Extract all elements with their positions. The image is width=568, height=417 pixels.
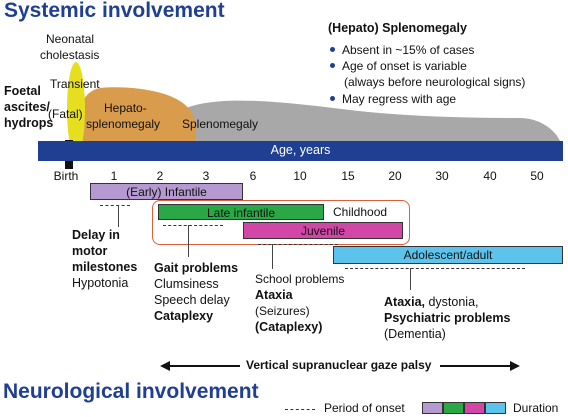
foetal-label-3: hydrops	[4, 116, 54, 130]
cholestasis-label: cholestasis	[40, 48, 100, 62]
neonatal-label: Neonatal	[46, 32, 95, 46]
legend-swatch-juvenile	[464, 402, 485, 414]
axis-tick: 2	[156, 169, 164, 183]
axis-tick: 30	[435, 169, 449, 183]
delay-label-3: milestones	[72, 260, 138, 274]
delay-label-1: Delay in	[72, 228, 120, 242]
dementia-label: (Dementia)	[384, 327, 446, 341]
gaze-palsy-label: Vertical supranuclear gaze palsy	[246, 358, 432, 372]
legend-duration-label: Duration	[513, 401, 559, 415]
gait-label: Gait problems	[154, 261, 239, 275]
splenomegaly-shape	[150, 100, 560, 141]
adolescent-onset-dash	[345, 268, 525, 269]
fatal-label: (Fatal)	[48, 107, 83, 121]
early-infantile-bar: (Early) Infantile	[90, 183, 243, 200]
splenomegaly-label: Splenomegaly	[182, 117, 259, 131]
clumsiness-label: Clumsiness	[154, 277, 219, 291]
ataxia-label: Ataxia	[255, 288, 293, 302]
axis-tick: 15	[341, 169, 355, 183]
juvenile-onset-dash	[258, 244, 338, 245]
cataplexy-label: Cataplexy	[154, 309, 214, 323]
juvenile-connector	[272, 244, 273, 269]
legend-swatch-late-infantile	[443, 402, 464, 414]
hepato-label-1: Hepato-	[104, 101, 147, 115]
childhood-label: Childhood	[333, 205, 388, 219]
delay-label-2: motor	[72, 244, 108, 258]
axis-tick: Birth	[53, 169, 79, 183]
hypotonia-label: Hypotonia	[72, 276, 129, 290]
seizures-label: (Seizures)	[255, 304, 310, 318]
legend-swatch-adolescent-adult	[485, 402, 506, 414]
foetal-label-1: Foetal	[4, 84, 41, 98]
age-axis-bar: Age, years	[38, 141, 563, 161]
bullet-icon	[330, 47, 335, 53]
axis-tick: 6	[249, 169, 257, 183]
axis-tick: 20	[388, 169, 402, 183]
neurological-title: Neurological involvement	[3, 380, 259, 403]
school-label: School problems	[255, 272, 345, 286]
early-infantile-onset-dash	[100, 205, 130, 206]
foetal-label-2: ascites/	[4, 100, 50, 114]
hepato-label-2: splenomegaly	[86, 117, 161, 131]
axis-tick: 10	[293, 169, 307, 183]
axis-tick: 50	[530, 169, 544, 183]
age-axis-label: Age, years	[270, 143, 331, 157]
legend-onset-label: Period of onset	[324, 401, 405, 415]
axis-tick: 3	[202, 169, 210, 183]
info-bullet-1: Absent in ~15% of cases	[330, 43, 474, 57]
adolescent-connector	[410, 268, 411, 290]
axis-tick: 1	[110, 169, 118, 183]
early-infantile-connector	[118, 205, 119, 227]
psych-label: Psychiatric problems	[384, 311, 511, 325]
legend-onset-dash	[285, 409, 315, 410]
bullet-icon	[330, 96, 335, 102]
info-heading: (Hepato) Splenomegaly	[328, 21, 467, 35]
info-bullet-2-cont: (always before neurological signs)	[344, 75, 526, 89]
adult-ataxia-line: Ataxia, dystonia,	[384, 295, 479, 309]
legend-swatch-early-infantile	[422, 402, 443, 414]
late-infantile-bar: Late infantile	[158, 204, 324, 220]
gaze-palsy-arrow	[160, 361, 520, 371]
transient-label: Transient	[50, 77, 100, 91]
late-infantile-connector	[188, 225, 189, 257]
info-bullet-2: Age of onset is variable	[330, 59, 467, 73]
bullet-icon	[330, 63, 335, 69]
axis-tick: 40	[483, 169, 497, 183]
juvenile-bar: Juvenile	[243, 222, 403, 239]
info-bullet-3: May regress with age	[330, 92, 456, 106]
adolescent-adult-bar: Adolescent/adult	[333, 246, 563, 264]
late-infantile-onset-dash	[163, 225, 223, 226]
cataplexy-paren-label: (Cataplexy)	[255, 320, 323, 334]
systemic-title: Systemic involvement	[4, 0, 225, 22]
speech-label: Speech delay	[154, 293, 230, 307]
transient-cholestasis-shape	[67, 62, 85, 156]
hepatosplenomegaly-shape	[73, 87, 197, 141]
